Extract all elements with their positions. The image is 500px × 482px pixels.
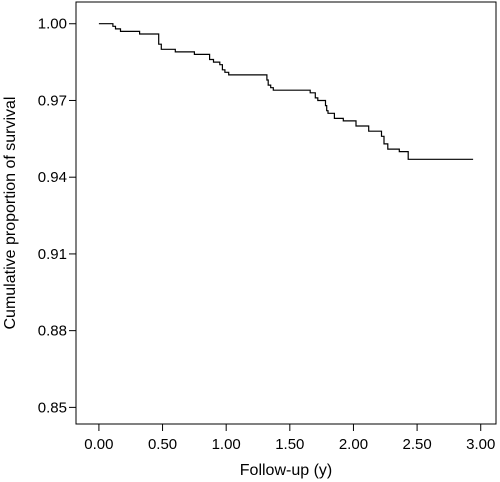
y-axis-label: Cumulative proportion of survival [2,97,19,330]
plot-frame [75,1,497,425]
survival-curve-line [98,23,474,160]
y-axis: 0.85 0.88 0.91 0.94 0.97 1.00 [38,16,76,416]
x-tick-label: 0.00 [84,436,113,453]
x-tick-label: 0.50 [148,436,177,453]
x-tick-label: 1.00 [212,436,241,453]
y-tick-label: 0.91 [38,246,67,263]
x-tick-label: 2.50 [402,436,431,453]
y-tick-label: 1.00 [38,16,67,33]
y-tick-label: 0.88 [38,323,67,340]
x-tick-label: 3.00 [466,436,495,453]
y-tick-label: 0.85 [38,399,67,416]
x-axis-label: Follow-up (y) [240,462,332,479]
x-tick-label: 2.00 [339,436,368,453]
y-tick-label: 0.97 [38,92,67,109]
y-tick-label: 0.94 [38,169,67,186]
x-tick-label: 1.50 [275,436,304,453]
x-axis: 0.00 0.50 1.00 1.50 2.00 2.50 3.00 [84,424,495,453]
